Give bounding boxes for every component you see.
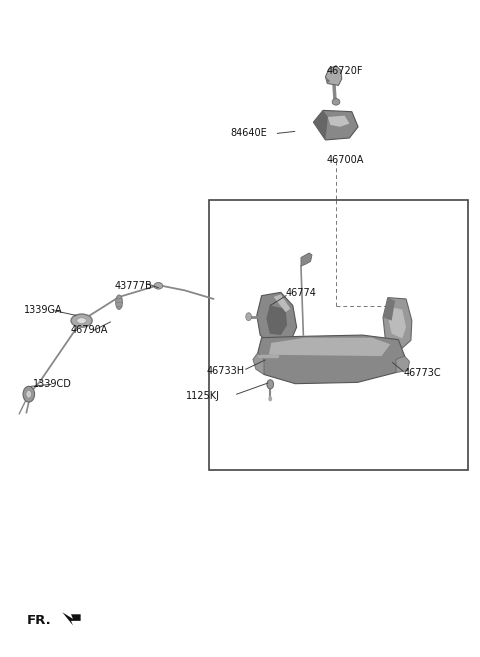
- Text: 1339GA: 1339GA: [24, 305, 62, 315]
- Polygon shape: [257, 292, 297, 345]
- Circle shape: [267, 380, 274, 389]
- Polygon shape: [325, 77, 330, 83]
- Text: 46733H: 46733H: [206, 366, 244, 376]
- Polygon shape: [313, 110, 358, 140]
- Text: 46774: 46774: [286, 288, 316, 298]
- Polygon shape: [396, 356, 409, 373]
- Text: FR.: FR.: [26, 614, 51, 627]
- Ellipse shape: [154, 283, 163, 289]
- Ellipse shape: [77, 318, 86, 324]
- Text: 46700A: 46700A: [326, 155, 364, 166]
- Text: 84640E: 84640E: [230, 127, 267, 138]
- Ellipse shape: [332, 99, 340, 105]
- Polygon shape: [258, 335, 405, 384]
- Polygon shape: [383, 298, 412, 349]
- Polygon shape: [266, 306, 287, 335]
- Polygon shape: [325, 66, 342, 85]
- Polygon shape: [269, 338, 390, 356]
- Text: 1339CD: 1339CD: [33, 379, 72, 390]
- Text: 43777B: 43777B: [114, 281, 152, 291]
- Circle shape: [268, 396, 272, 401]
- Polygon shape: [328, 116, 349, 127]
- Text: 46720F: 46720F: [326, 66, 363, 76]
- Polygon shape: [313, 110, 328, 140]
- Polygon shape: [301, 253, 312, 266]
- Polygon shape: [389, 307, 406, 338]
- Text: 1125KJ: 1125KJ: [186, 391, 220, 401]
- Ellipse shape: [116, 295, 122, 309]
- Text: 46773C: 46773C: [403, 368, 441, 378]
- Polygon shape: [253, 353, 264, 374]
- Ellipse shape: [71, 314, 92, 327]
- Circle shape: [23, 386, 35, 402]
- Polygon shape: [383, 298, 395, 321]
- Text: 46790A: 46790A: [71, 325, 108, 336]
- Circle shape: [26, 390, 32, 398]
- Polygon shape: [62, 612, 81, 625]
- Polygon shape: [274, 294, 290, 312]
- Circle shape: [246, 313, 252, 321]
- Bar: [209, 200, 468, 470]
